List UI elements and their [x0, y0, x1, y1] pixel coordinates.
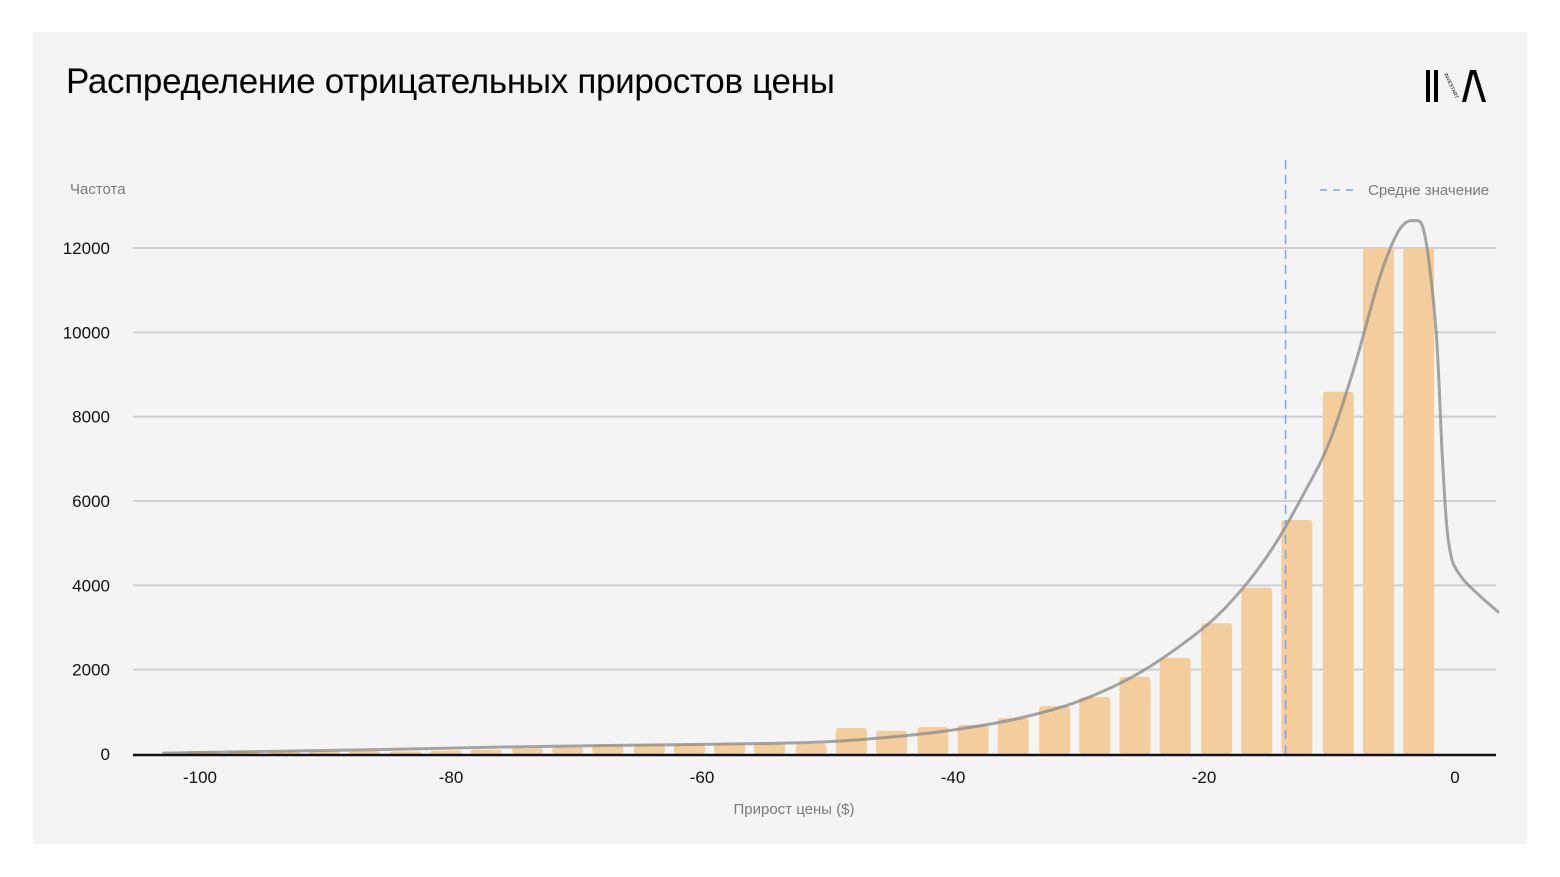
y-tick-label: 8000 [72, 408, 110, 427]
x-tick-label: -80 [439, 768, 464, 787]
histogram-bar [1159, 657, 1191, 754]
histogram-bar [1119, 676, 1151, 754]
histogram-bar [552, 747, 584, 754]
x-tick-label: -60 [690, 768, 715, 787]
histogram-bar [390, 751, 422, 754]
y-tick-label: 6000 [72, 492, 110, 511]
histogram-bar [470, 749, 502, 754]
density-curve [162, 218, 1500, 755]
histogram-bar [1362, 248, 1394, 754]
histogram-bar [957, 724, 989, 754]
histogram-bar [1079, 697, 1111, 754]
histogram-bar [1039, 705, 1071, 754]
legend: Средне значение [1320, 182, 1489, 199]
x-tick-label: -100 [183, 768, 217, 787]
y-tick-label: 2000 [72, 661, 110, 680]
x-axis-tick-labels: -100 -80 -60 -40 -20 0 [183, 768, 1460, 787]
histogram-bar [512, 748, 544, 754]
histogram-bar [795, 743, 827, 754]
x-tick-label: -40 [941, 768, 966, 787]
y-tick-label: 12000 [63, 239, 110, 258]
histogram-bar [997, 718, 1029, 754]
legend-label-mean: Средне значение [1368, 182, 1489, 199]
histogram-bars [187, 248, 1435, 754]
histogram-bar [1322, 391, 1354, 754]
brand-logo-icon: INVESTART [1426, 70, 1486, 102]
x-axis-label: Прирост цены ($) [733, 801, 854, 818]
histogram-bar [1241, 587, 1273, 754]
histogram-bar [1201, 623, 1233, 754]
y-axis-label: Частота [70, 181, 126, 198]
histogram-bar [714, 743, 746, 754]
histogram-bar [1281, 519, 1313, 754]
x-tick-label: 0 [1450, 768, 1459, 787]
y-axis-tick-labels: 0 2000 4000 6000 8000 10000 12000 [63, 239, 110, 764]
y-tick-label: 4000 [72, 576, 110, 595]
histogram-bar [348, 751, 380, 754]
x-tick-label: -20 [1192, 768, 1217, 787]
histogram-bar [1403, 248, 1435, 754]
histogram-bar [754, 743, 786, 754]
y-tick-label: 0 [101, 745, 110, 764]
chart-card [33, 32, 1527, 844]
histogram-bar [876, 730, 907, 754]
histogram-bar [430, 750, 462, 754]
y-tick-label: 10000 [63, 323, 110, 342]
page-title: Распределение отрицательных приростов це… [66, 62, 835, 101]
